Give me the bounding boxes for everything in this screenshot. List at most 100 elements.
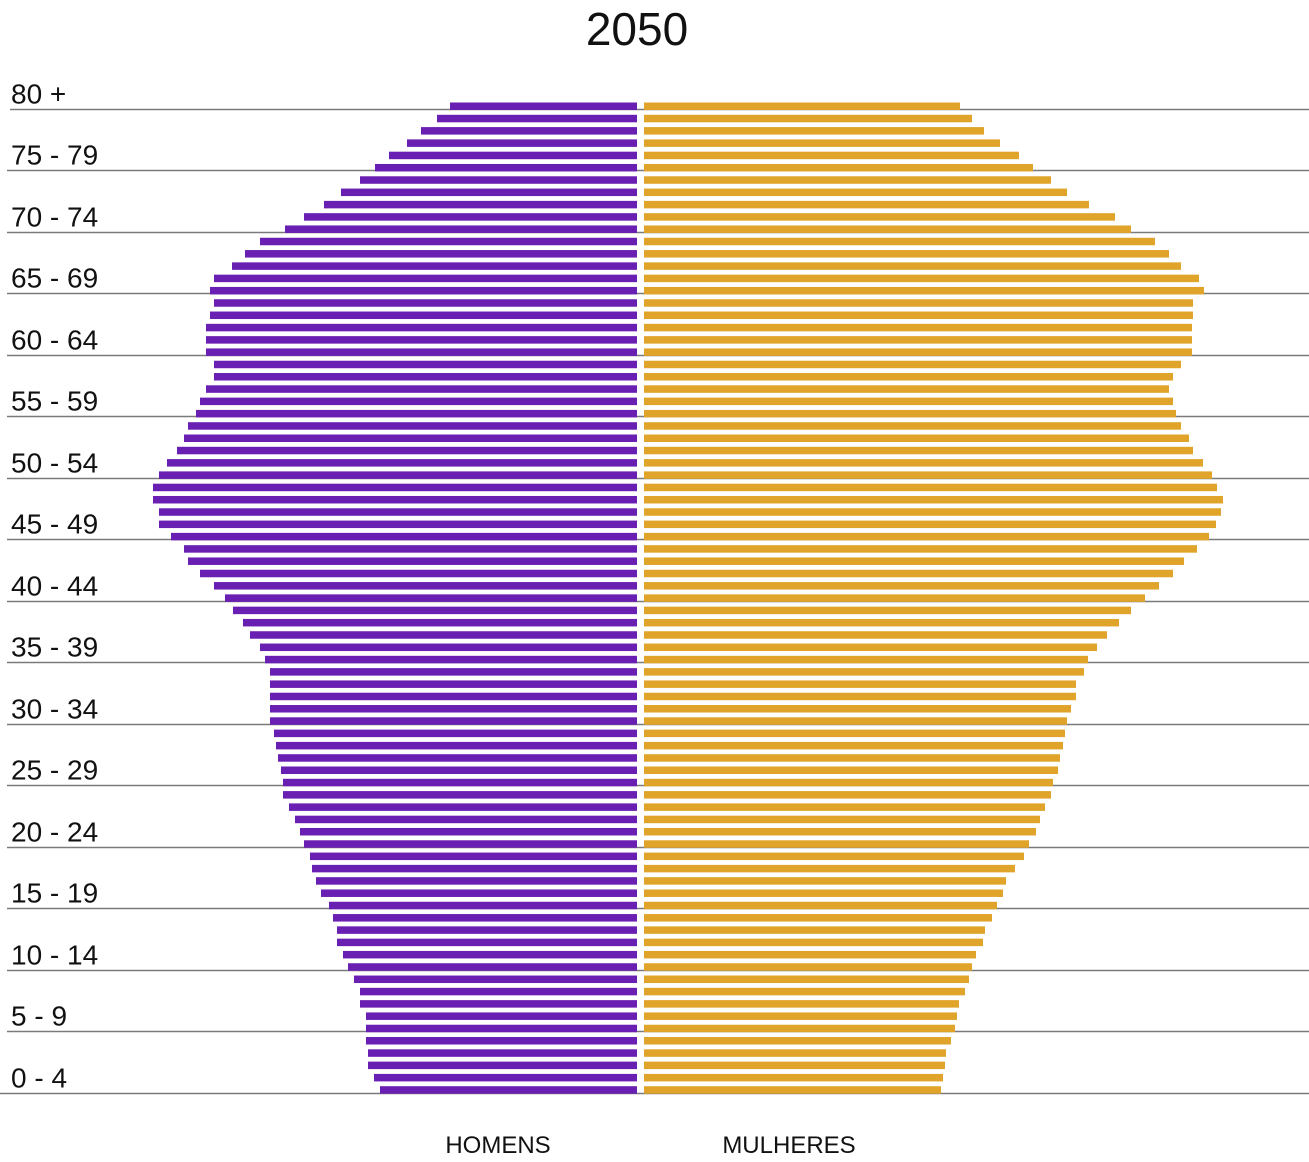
male-bar-age-59 bbox=[214, 360, 637, 369]
male-bar-age-51 bbox=[167, 459, 637, 467]
female-bar-age-25 bbox=[644, 778, 1053, 787]
male-bar-age-22 bbox=[295, 815, 637, 824]
female-bar-age-65 bbox=[644, 286, 1204, 295]
female-bar-age-10 bbox=[644, 963, 972, 971]
female-bar-age-30 bbox=[644, 717, 1067, 725]
female-bar-age-31 bbox=[644, 705, 1071, 713]
male-bar-age-56 bbox=[200, 397, 637, 406]
female-bar-age-18 bbox=[644, 864, 1015, 873]
male-bar-age-41 bbox=[214, 582, 637, 590]
male-bar-age-0 bbox=[380, 1086, 637, 1094]
male-bar-age-67 bbox=[232, 262, 637, 270]
male-bar-age-9 bbox=[354, 975, 637, 984]
female-bar-age-44 bbox=[644, 545, 1197, 553]
male-bar-age-14 bbox=[333, 914, 637, 922]
female-bar-age-9 bbox=[644, 975, 969, 984]
male-bar-age-64 bbox=[214, 299, 637, 307]
female-bar-age-63 bbox=[644, 311, 1193, 320]
female-bar-age-15 bbox=[644, 901, 997, 910]
male-bar-age-54 bbox=[188, 422, 637, 430]
male-bar-age-76 bbox=[389, 151, 637, 160]
male-bar-age-20 bbox=[304, 840, 637, 848]
female-bar-age-75 bbox=[644, 163, 1033, 172]
female-bar-age-67 bbox=[644, 262, 1181, 270]
male-bar-age-35 bbox=[265, 655, 637, 664]
male-bar-age-68 bbox=[245, 250, 637, 258]
male-bar-age-47 bbox=[159, 508, 637, 516]
female-bar-age-51 bbox=[644, 459, 1203, 467]
female-bar-age-78 bbox=[644, 127, 984, 135]
age-label: 10 - 14 bbox=[11, 940, 98, 971]
female-bar-age-59 bbox=[644, 360, 1181, 369]
male-bar-age-28 bbox=[276, 741, 637, 750]
male-bar-age-7 bbox=[360, 1000, 637, 1008]
male-bar-age-36 bbox=[260, 643, 637, 652]
age-label: 15 - 19 bbox=[11, 878, 98, 909]
age-label: 70 - 74 bbox=[11, 202, 98, 233]
female-bar-age-58 bbox=[644, 373, 1173, 381]
male-bar-age-63 bbox=[210, 311, 637, 320]
male-bar-age-6 bbox=[366, 1012, 637, 1020]
male-bar-age-24 bbox=[283, 791, 637, 799]
male-bar-age-52 bbox=[177, 446, 637, 455]
male-bar-age-74 bbox=[360, 176, 637, 184]
male-bar-age-1 bbox=[374, 1073, 637, 1082]
female-bar-age-11 bbox=[644, 950, 976, 959]
male-bar-age-17 bbox=[316, 877, 637, 885]
male-bar-age-44 bbox=[184, 545, 637, 553]
male-bar-age-29 bbox=[274, 729, 637, 738]
male-bar-age-5 bbox=[366, 1024, 637, 1033]
male-bar-age-75 bbox=[375, 163, 637, 172]
female-bar-age-70 bbox=[644, 225, 1131, 233]
female-bar-age-21 bbox=[644, 827, 1036, 836]
male-bar-age-33 bbox=[270, 680, 637, 688]
female-bar-age-73 bbox=[644, 188, 1067, 197]
female-bar-age-77 bbox=[644, 139, 1000, 147]
male-bar-age-32 bbox=[270, 692, 637, 701]
female-bar-age-38 bbox=[644, 618, 1119, 627]
male-bar-age-55 bbox=[196, 409, 637, 418]
female-bar-age-13 bbox=[644, 926, 985, 934]
female-bar-age-41 bbox=[644, 582, 1159, 590]
age-group-labels: 80 + 75 - 79 70 - 74 65 - 69 60 - 64 55 - 59 5… bbox=[11, 79, 98, 1094]
male-bar-age-19 bbox=[310, 852, 637, 861]
female-bar-age-24 bbox=[644, 791, 1051, 799]
female-bar-age-1 bbox=[644, 1073, 943, 1082]
age-label: 20 - 24 bbox=[11, 817, 98, 848]
female-bars bbox=[644, 102, 1223, 1094]
male-bar-age-48 bbox=[153, 495, 637, 504]
female-bar-age-60 bbox=[644, 348, 1192, 356]
female-bar-age-55 bbox=[644, 409, 1176, 418]
male-bar-age-26 bbox=[281, 766, 637, 774]
male-bar-age-80 bbox=[450, 102, 637, 110]
male-bar-age-18 bbox=[312, 864, 637, 873]
female-bar-age-68 bbox=[644, 250, 1169, 258]
female-bar-age-80 bbox=[644, 102, 960, 110]
male-bar-age-43 bbox=[188, 557, 637, 565]
male-bar-age-40 bbox=[225, 594, 637, 602]
female-bar-age-6 bbox=[644, 1012, 957, 1020]
female-bar-age-12 bbox=[644, 938, 983, 947]
female-bar-age-62 bbox=[644, 323, 1192, 332]
female-bar-age-36 bbox=[644, 643, 1097, 652]
male-bar-age-27 bbox=[278, 754, 637, 762]
female-bar-age-66 bbox=[644, 274, 1199, 283]
age-label: 60 - 64 bbox=[11, 325, 98, 356]
female-bar-age-32 bbox=[644, 692, 1076, 701]
female-bar-age-69 bbox=[644, 237, 1155, 246]
male-bar-age-38 bbox=[243, 618, 637, 627]
male-bar-age-31 bbox=[270, 705, 637, 713]
male-bar-age-2 bbox=[368, 1061, 637, 1070]
male-bars bbox=[153, 102, 637, 1094]
male-bar-age-8 bbox=[360, 987, 637, 996]
male-bar-age-61 bbox=[206, 336, 637, 344]
female-bar-age-43 bbox=[644, 557, 1184, 565]
female-bar-age-8 bbox=[644, 987, 965, 996]
male-bar-age-11 bbox=[343, 950, 637, 959]
female-bar-age-2 bbox=[644, 1061, 945, 1070]
age-label: 0 - 4 bbox=[11, 1063, 67, 1094]
female-bar-age-50 bbox=[644, 471, 1212, 479]
female-bar-age-28 bbox=[644, 741, 1063, 750]
male-bar-age-21 bbox=[300, 827, 637, 836]
